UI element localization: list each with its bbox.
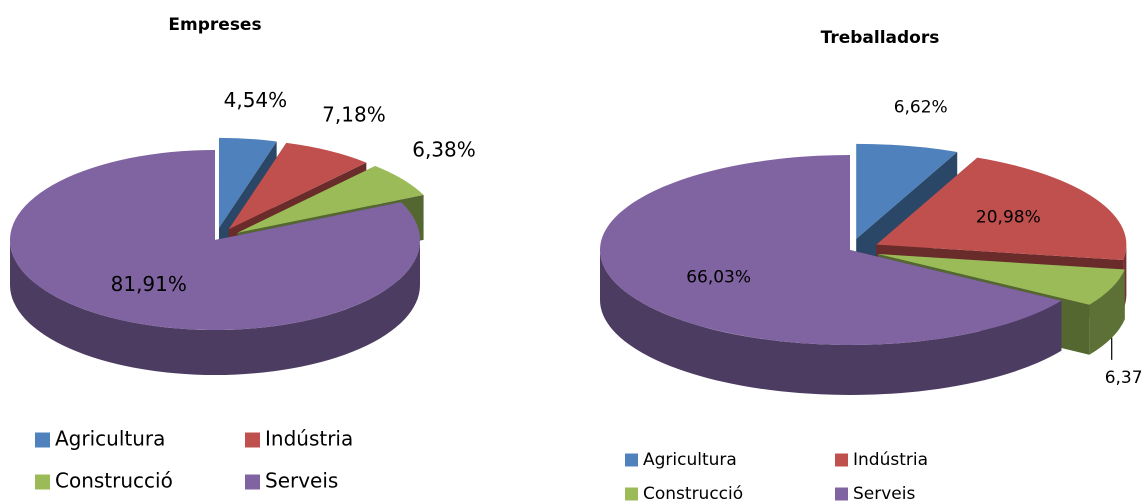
legend-swatch [625,453,638,467]
data-label: 81,91% [111,272,187,296]
pie-slice [876,157,1127,261]
pie-slice [878,254,1125,305]
pie-slice [237,166,424,233]
pie-slice [9,150,421,330]
chart-title: Treballadors [821,28,940,48]
legend-label: Construcció [55,469,173,493]
legend-label: Agricultura [643,450,737,470]
pie-slice [600,155,1062,345]
legend-swatch [835,487,848,501]
legend-label: Indústria [853,450,928,470]
data-label: 4,54% [224,88,288,112]
slice-wall [600,250,1062,396]
legend-swatch [835,453,848,467]
legend-label: Indústria [265,427,353,451]
pie-slice [856,143,958,239]
data-label: 6,38% [412,138,476,162]
legend-label: Agricultura [55,427,165,451]
slice-wall [10,240,420,375]
data-label: 6,62% [894,98,948,118]
legend-label: Serveis [853,484,915,503]
pie-slice [228,142,367,230]
legend-swatch [625,487,638,501]
data-label: 66,03% [686,268,751,288]
legend-label: Serveis [265,469,338,493]
slice-wall [1089,269,1125,355]
legend-swatch [245,432,260,448]
data-label: 7,18% [322,103,386,127]
data-label: 6,37% [1105,368,1143,388]
legend-swatch [245,474,260,490]
legend-swatch [35,474,50,490]
legend-label: Construcció [643,484,743,503]
chart-title: Empreses [168,15,261,35]
data-label: 20,98% [976,207,1041,227]
pie-slice [218,137,277,228]
legend-swatch [35,432,50,448]
